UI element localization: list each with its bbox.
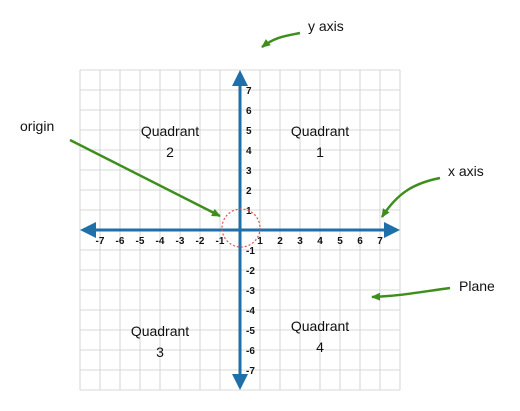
quadrant-2-number: 2 bbox=[166, 144, 174, 160]
x-tick-label: -5 bbox=[136, 236, 145, 247]
y-tick-label: 4 bbox=[246, 146, 252, 157]
y-tick-label: 1 bbox=[246, 206, 252, 217]
plane-pointer bbox=[371, 286, 451, 301]
origin-annotation: origin bbox=[20, 118, 54, 134]
quadrant-3-label: Quadrant bbox=[131, 323, 189, 339]
origin-pointer bbox=[69, 138, 221, 218]
y-tick-label: -1 bbox=[246, 246, 255, 257]
y-tick-label: 2 bbox=[246, 186, 252, 197]
x-tick-label: -1 bbox=[216, 236, 225, 247]
x-tick-label: 7 bbox=[377, 236, 383, 247]
quadrant-3-number: 3 bbox=[156, 344, 164, 360]
quadrant-1-number: 1 bbox=[316, 144, 324, 160]
x-tick-label: -3 bbox=[176, 236, 185, 247]
quadrant-2-label: Quadrant bbox=[141, 123, 199, 139]
y-axis-bottom-arrow bbox=[232, 374, 248, 390]
x-tick-label: 1 bbox=[257, 236, 263, 247]
y-tick-label: 3 bbox=[246, 166, 252, 177]
y-tick-label: -2 bbox=[246, 266, 255, 277]
x-tick-label: 2 bbox=[277, 236, 283, 247]
y-axis-pointer bbox=[261, 31, 301, 48]
quadrant-1-label: Quadrant bbox=[291, 123, 349, 139]
x-tick-label: -4 bbox=[156, 236, 165, 247]
axes bbox=[80, 70, 400, 390]
x-tick-label: 4 bbox=[317, 236, 323, 247]
x-axis-annotation: x axis bbox=[448, 163, 484, 179]
y-tick-label: -5 bbox=[246, 326, 255, 337]
y-axis-annotation: y axis bbox=[308, 18, 344, 34]
x-axis-left-arrow bbox=[80, 222, 96, 238]
x-tick-label: 6 bbox=[357, 236, 363, 247]
y-tick-label: -3 bbox=[246, 286, 255, 297]
y-tick-label: 5 bbox=[246, 126, 252, 137]
quadrant-4-number: 4 bbox=[316, 339, 324, 355]
x-tick-label: 3 bbox=[297, 236, 303, 247]
x-tick-label: -6 bbox=[116, 236, 125, 247]
x-tick-label: 5 bbox=[337, 236, 343, 247]
x-axis-right-arrow bbox=[384, 222, 400, 238]
y-tick-label: 6 bbox=[246, 106, 252, 117]
y-tick-label: -4 bbox=[246, 306, 255, 317]
quadrant-4-label: Quadrant bbox=[291, 318, 349, 334]
x-axis-pointer bbox=[380, 176, 441, 218]
y-axis-top-arrow bbox=[232, 70, 248, 86]
plane-annotation: Plane bbox=[459, 278, 495, 294]
origin-circle bbox=[221, 208, 261, 248]
y-tick-label: 7 bbox=[246, 86, 252, 97]
x-tick-label: -7 bbox=[96, 236, 105, 247]
x-tick-labels: -7 -6 -5 -4 -3 -2 -1 1 2 3 4 5 6 7 bbox=[96, 236, 384, 247]
y-tick-label: -7 bbox=[246, 366, 255, 377]
x-tick-label: -2 bbox=[196, 236, 205, 247]
y-tick-label: -6 bbox=[246, 346, 255, 357]
y-tick-labels: 7 6 5 4 3 2 1 -1 -2 -3 -4 -5 -6 -7 bbox=[246, 86, 255, 377]
